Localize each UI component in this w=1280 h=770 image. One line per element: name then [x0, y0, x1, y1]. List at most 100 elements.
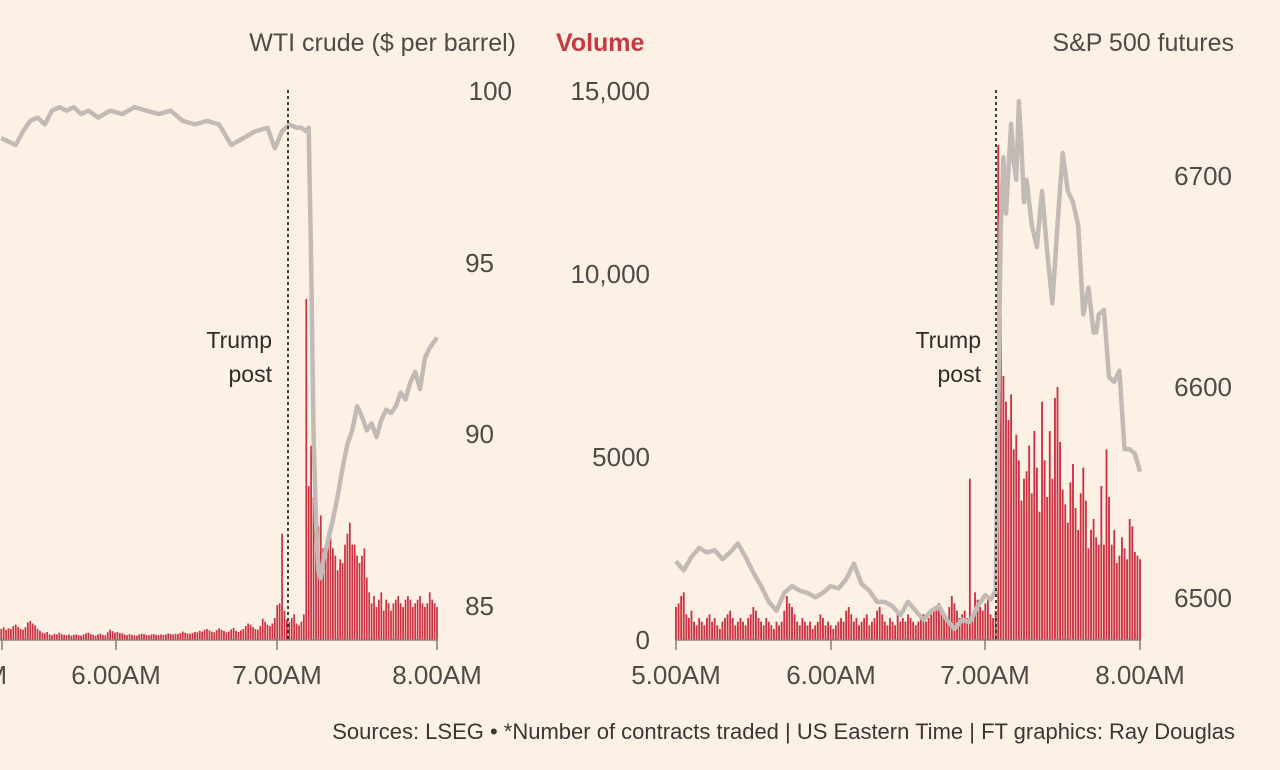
sp500-volume-bar — [1002, 376, 1005, 640]
wti-volume-bar — [12, 626, 15, 640]
sp500-volume-bar — [775, 621, 778, 640]
sp500-volume-bar — [1118, 555, 1121, 640]
sp500-volume-bar — [752, 607, 755, 640]
wti-volume-bar — [363, 548, 366, 640]
wti-volume-bar — [329, 537, 332, 640]
sp500-volume-bar — [765, 618, 768, 640]
sp500-volume-bar — [938, 603, 940, 640]
sp500-volume-bar — [708, 614, 711, 640]
wti-volume-bar — [368, 592, 371, 640]
sp500-volume-bar — [1020, 500, 1023, 640]
sp500-volume-bar — [721, 621, 724, 640]
sp500-volume-bars — [675, 145, 1141, 640]
wti-volume-bar — [295, 623, 298, 640]
sp500-volume-bar — [1030, 493, 1033, 640]
wti-volume-bar — [162, 634, 165, 640]
sp500-price-line — [674, 98, 1143, 632]
wti-volume-bar — [203, 629, 206, 640]
sp500-volume-bar — [881, 614, 884, 640]
wti-volume-bar — [353, 544, 356, 640]
wti-volume-bar — [114, 632, 116, 640]
sp500-volume-bar — [943, 614, 946, 640]
sp500-volume-bar — [958, 618, 961, 640]
wti-volume-bar — [65, 635, 68, 640]
sp500-volume-bar — [680, 596, 683, 640]
wti-price-tick: 100 — [469, 76, 512, 106]
wti-volume-bar — [378, 599, 380, 640]
wti-volume-bar — [43, 633, 46, 640]
sp500-volume-bar — [788, 603, 791, 640]
sp500-volume-bar — [816, 621, 819, 640]
wti-volume-bar — [411, 607, 414, 640]
sp500-volume-bar — [917, 621, 920, 640]
sp500-volume-bar — [736, 621, 739, 640]
wti-volume-bar — [286, 619, 288, 640]
wti-volume-bar — [370, 603, 373, 640]
sp500-volume-bar — [749, 614, 752, 640]
wti-volume-bar — [264, 621, 266, 640]
sp500-volume-bar — [1054, 398, 1056, 640]
sp500-volume-bar — [907, 614, 909, 640]
wti-volume-bar — [106, 632, 109, 640]
wti-volume-bar — [310, 445, 312, 640]
wti-volume-bar — [382, 610, 385, 640]
wti-volume-bar — [339, 559, 342, 640]
sp500-volume-bar — [1102, 544, 1105, 640]
sp500-volume-bar — [724, 618, 726, 640]
wti-volume-bar — [237, 631, 240, 640]
sp500-volume-bar — [914, 625, 917, 640]
wti-x-tick-label: 7.00AM — [232, 660, 322, 690]
sp500-volume-bar — [695, 625, 698, 640]
wti-volume-bar — [177, 634, 179, 640]
wti-volume-bar — [375, 607, 378, 640]
sp500-volume-bar — [698, 618, 701, 640]
sp500-volume-bar — [912, 621, 915, 640]
wti-x-tick-label: M — [0, 660, 7, 690]
sp500-volume-bar — [1082, 467, 1085, 640]
sp500-volume-bar — [865, 614, 868, 640]
sp500-volume-bar — [961, 614, 964, 640]
sp500-volume-bar — [780, 621, 783, 640]
wti-volume-bar — [361, 555, 363, 640]
sp500-volume-bar — [878, 607, 881, 640]
wti-x-tick-label: 6.00AM — [71, 660, 161, 690]
sp500-volume-bar — [891, 621, 894, 640]
sp500-volume-bar — [754, 610, 757, 640]
sp500-volume-bar — [809, 621, 811, 640]
wti-volume-bar — [271, 623, 274, 640]
sp500-volume-bar — [927, 618, 930, 640]
sp500-volume-bar — [1041, 401, 1043, 640]
wti-volume-bar — [322, 548, 325, 640]
sp500-volume-bar — [1126, 559, 1129, 640]
sp500-volume-bar — [832, 629, 835, 640]
sp500-volume-bar — [706, 618, 708, 640]
wti-volume-bar — [424, 607, 426, 640]
sp500-volume-bar — [1066, 522, 1069, 640]
sp500-volume-bar — [847, 607, 850, 640]
sp500-volume-bar — [682, 592, 685, 640]
sp500-volume-bar — [963, 610, 966, 640]
wti-volume-bar — [126, 635, 128, 640]
wti-volume-bar — [225, 632, 228, 640]
sp500-volume-bar — [919, 618, 922, 640]
sp500-volume-tick: 15,000 — [570, 76, 650, 106]
sp500-volume-bar — [876, 610, 878, 640]
wti-panel: WTI crude ($ per barrel) Volume 100 95 9… — [0, 29, 645, 690]
sp500-volume-bar — [889, 618, 891, 640]
wti-volume-bar — [223, 630, 225, 640]
sp500-volume-bar — [791, 607, 793, 640]
wti-volume-bar — [365, 577, 368, 640]
wti-volume-bar — [157, 635, 160, 640]
sp500-volume-bar — [711, 621, 714, 640]
wti-volume-bar — [179, 633, 182, 640]
sp500-x-tick-label: 6.00AM — [786, 660, 876, 690]
wti-volume-bar — [135, 635, 138, 640]
sp500-volume-bar — [1139, 559, 1141, 640]
wti-volume-bar — [0, 629, 3, 640]
sp500-volume-bar — [685, 614, 688, 640]
sp500-volume-bar — [785, 596, 788, 640]
wti-volume-bar — [358, 563, 361, 640]
wti-title: WTI crude ($ per barrel) — [249, 29, 516, 57]
wti-volume-bar — [152, 634, 155, 640]
